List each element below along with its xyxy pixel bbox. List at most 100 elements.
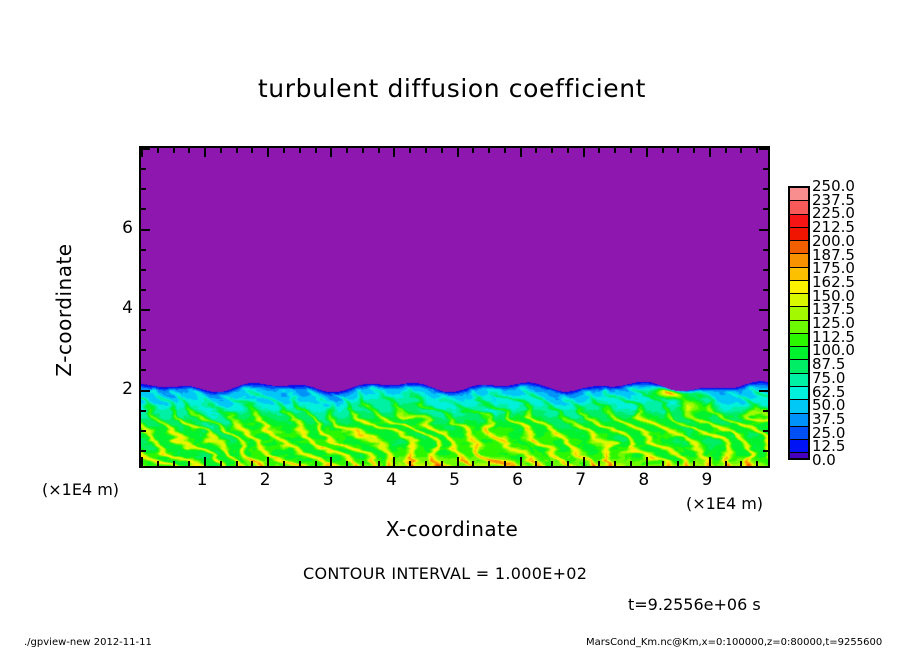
- y-axis-tick-right: [763, 369, 768, 372]
- plot-area: [139, 146, 770, 468]
- y-axis-tick-right: [763, 409, 768, 412]
- x-axis-tick-top: [693, 148, 696, 153]
- page-title: turbulent diffusion coefficient: [257, 74, 647, 103]
- x-axis-tick: [393, 457, 396, 466]
- colorbar-tick-label: 0.0: [812, 451, 836, 469]
- x-axis-tick-top: [582, 148, 585, 157]
- x-axis-tick-top: [141, 148, 143, 157]
- x-axis-tick: [235, 461, 238, 466]
- colorbar-band: [790, 293, 808, 307]
- x-axis-label: X-coordinate: [385, 517, 519, 541]
- y-axis-tick: [141, 288, 146, 291]
- x-axis-tick-top: [172, 148, 175, 153]
- x-axis-tick-top: [424, 148, 427, 153]
- y-axis-tick: [141, 449, 146, 452]
- colorbar-tick-label: 200.0: [812, 231, 855, 250]
- x-tick-label: 2: [259, 470, 271, 490]
- x-tick-label: 7: [575, 470, 587, 490]
- x-axis-tick-top: [645, 148, 648, 157]
- x-axis-tick: [582, 457, 585, 466]
- x-tick-label: 3: [322, 470, 334, 490]
- x-tick-label: 4: [385, 470, 397, 490]
- x-tick-label: 9: [701, 470, 713, 490]
- x-axis-tick: [377, 461, 380, 466]
- x-axis-tick: [535, 461, 538, 466]
- colorbar-band: [790, 240, 808, 254]
- y-axis-tick-right: [763, 268, 768, 271]
- y-tick-label: 4: [122, 298, 133, 318]
- y-axis-tick: [141, 349, 146, 352]
- x-axis-tick-top: [566, 148, 569, 153]
- colorbar-tick-label: 37.5: [812, 409, 846, 428]
- colorbar-tick-label: 62.5: [812, 382, 846, 401]
- y-axis-tick: [141, 168, 146, 171]
- footer-command-text: ./gpview-new 2012-11-11: [24, 637, 152, 648]
- colorbar-band: [790, 332, 808, 347]
- colorbar-band: [790, 412, 808, 426]
- x-axis-tick-top: [740, 148, 743, 153]
- x-axis-tick: [204, 457, 207, 466]
- x-axis-tick-top: [346, 148, 349, 153]
- x-axis-tick: [188, 461, 191, 466]
- x-axis-tick-top: [251, 148, 254, 153]
- colorbar-band: [790, 385, 808, 400]
- colorbar-tick-label: 100.0: [812, 341, 855, 360]
- colorbar-tick-label: 25.0: [812, 423, 846, 442]
- y-tick-label: 6: [122, 217, 133, 238]
- x-axis-tick-top: [377, 148, 380, 153]
- colorbar-tick-label: 125.0: [812, 314, 855, 332]
- y-axis-tick-right: [763, 248, 768, 251]
- x-axis-tick: [519, 457, 522, 466]
- x-axis-tick: [424, 461, 427, 466]
- x-axis-tick: [330, 457, 333, 466]
- x-axis-tick: [314, 461, 317, 466]
- y-axis-tick: [141, 309, 150, 311]
- x-axis-tick-top: [708, 148, 711, 157]
- y-axis-tick: [141, 248, 146, 251]
- x-axis-tick: [488, 461, 491, 466]
- x-axis-tick-top: [156, 148, 159, 153]
- x-axis-tick-top: [456, 148, 459, 157]
- x-axis-tick: [141, 457, 143, 466]
- x-axis-tick: [156, 461, 159, 466]
- y-axis-tick-right: [763, 208, 768, 211]
- x-tick-label: 8: [638, 470, 650, 490]
- x-axis-tick-top: [282, 148, 285, 153]
- x-axis-tick-top: [661, 148, 664, 153]
- colorbar-band: [790, 452, 808, 458]
- colorbar-tick-label: 187.5: [812, 245, 855, 264]
- colorbar-band: [790, 359, 808, 373]
- colorbar-tick-label: 175.0: [812, 259, 855, 278]
- colorbar-tick-label: 137.5: [812, 300, 855, 319]
- y-axis-tick-right: [763, 429, 768, 432]
- colorbar-band: [790, 346, 808, 360]
- x-axis-tick-top: [361, 148, 364, 153]
- x-axis-tick-top: [204, 148, 207, 157]
- x-axis-tick: [456, 457, 459, 466]
- colorbar-band: [790, 279, 808, 294]
- colorbar-tick-label: 225.0: [812, 204, 855, 223]
- x-axis-tick: [551, 461, 554, 466]
- y-axis-label: Z-coordinate: [52, 243, 76, 377]
- contour-interval-text: CONTOUR INTERVAL = 1.000E+02: [303, 564, 588, 583]
- colorbar-tick-label: 75.0: [812, 368, 846, 387]
- x-axis-tick: [740, 461, 743, 466]
- colorbar-tick-label: 237.5: [812, 190, 855, 209]
- x-axis-tick: [677, 461, 680, 466]
- y-axis-tick-right: [763, 288, 768, 291]
- colorbar-tick-label: 87.5: [812, 355, 846, 374]
- x-axis-tick-top: [503, 148, 506, 153]
- x-axis-tick-top: [677, 148, 680, 153]
- colorbar-band: [790, 306, 808, 320]
- x-axis-tick-top: [756, 148, 759, 153]
- colorbar-tick-label: 12.5: [812, 437, 846, 456]
- x-axis-unit-right: (×1E4 m): [686, 494, 764, 513]
- y-tick-label: 2: [122, 378, 133, 399]
- footer-source-text: MarsCond_Km.nc@Km,x=0:100000,z=0:80000,t…: [586, 637, 883, 648]
- x-axis-tick-top: [314, 148, 317, 153]
- y-axis-tick: [141, 208, 146, 211]
- x-axis-tick: [756, 461, 759, 466]
- colorbar-band: [790, 439, 808, 453]
- x-axis-tick: [251, 461, 254, 466]
- x-axis-tick-top: [298, 148, 301, 153]
